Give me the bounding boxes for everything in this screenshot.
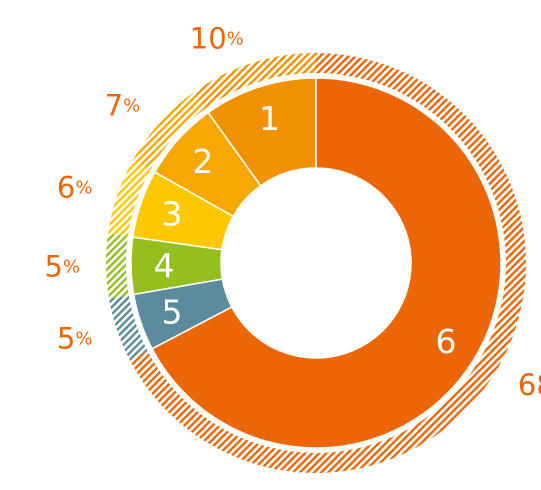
segment-label-1: 1: [259, 99, 280, 138]
percent-label-5: 5%: [57, 322, 93, 356]
segment-label-2: 2: [192, 142, 213, 181]
percent-label-1: 10%: [190, 21, 244, 55]
ring-segment-5: [109, 295, 148, 361]
ring-segment-3: [108, 159, 151, 237]
percent-label-6: 68%: [518, 368, 541, 402]
ring-segment-4: [106, 233, 129, 299]
percent-label-3: 6%: [57, 170, 93, 204]
ring-segment-1: [193, 53, 316, 109]
slices: [130, 77, 502, 449]
segment-label-4: 4: [154, 246, 175, 285]
segment-label-6: 6: [436, 322, 457, 361]
percent-label-4: 5%: [44, 250, 80, 284]
segment-label-3: 3: [162, 195, 183, 234]
ring-segment-2: [133, 92, 206, 170]
slice-6: [151, 77, 502, 449]
percent-label-2: 7%: [105, 88, 141, 122]
percent-labels: 10% 7% 6% 5% 5% 68%: [44, 21, 541, 402]
segment-label-5: 5: [162, 292, 183, 331]
hatched-ring: [106, 53, 527, 474]
